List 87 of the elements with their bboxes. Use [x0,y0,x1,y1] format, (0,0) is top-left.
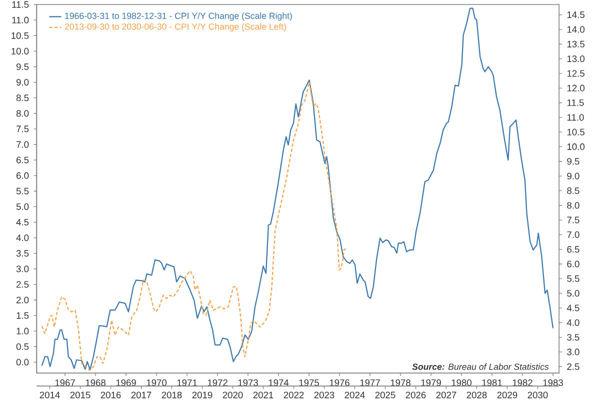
y-tick-label: 3.5 [16,250,29,257]
legend-label: 1966-03-31 to 1982-12-31 - CPI Y/Y Change (Scale Right) [65,12,292,21]
x-tick-label: 1982 [512,379,532,386]
x-tick-label: 1972 [208,379,228,386]
x-tick-label: 1980 [452,379,472,386]
y2-tick-label: 4.0 [566,319,580,326]
y2-tick-label: 9.0 [567,172,580,180]
y2-tick-label: 13.5 [567,40,584,48]
y-tick-label: 4.0 [16,234,29,242]
x-tick-label: 1970 [146,379,167,386]
x-tick-label: 1969 [116,379,136,386]
y2-tick-label: 2.5 [567,363,580,370]
y2-tick-label: 6.5 [567,246,580,253]
y-tick-label: 2.5 [16,281,29,288]
x-tick-label: 1968 [86,379,106,386]
y-tick-label: 9.5 [16,63,29,70]
y2-tick-label: 10.0 [567,143,585,150]
x2-tick-label: 2021 [253,392,274,398]
x2-tick-label: 2027 [436,392,456,398]
x-tick-label: 1974 [268,379,289,386]
y2-tick-label: 10.5 [567,128,584,136]
y2-tick-label: 8.0 [567,202,580,209]
y-tick-label: 11.5 [12,1,29,8]
x2-tick-label: 2015 [70,392,90,398]
y2-tick-label: 14.5 [567,12,584,18]
y-tick-label: 7.0 [16,141,29,148]
y2-tick-label: 3.5 [567,334,580,341]
y-tick-label: 5.5 [16,188,29,194]
y-tick-label: 7.5 [16,126,29,132]
y-tick-label: 3.0 [16,266,29,272]
y2-tick-label: 7.0 [567,231,580,238]
y-tick-label: 0.5 [16,343,29,350]
x-tick-label: 1978 [390,379,410,386]
y-tick-label: 5.0 [16,203,29,210]
x2-tick-label: 2017 [131,392,152,398]
y2-tick-label: 9.5 [567,158,580,165]
x2-tick-label: 2029 [497,392,518,398]
x-tick-label: 1977 [360,379,380,386]
y2-tick-label: 8.5 [567,187,580,194]
x-tick-label: 1971 [177,379,197,386]
x-tick-label: 1979 [421,379,441,386]
y2-tick-label: 12.5 [567,70,584,77]
x-tick-label: 1975 [299,379,319,386]
y-tick-label: 2.0 [16,296,29,304]
y2-tick-label: 7.5 [567,216,580,224]
x2-tick-label: 2020 [222,392,243,398]
x2-tick-label: 2022 [284,392,304,398]
y2-tick-label: 6.0 [567,260,580,268]
x2-tick-label: 2023 [314,392,334,398]
x-tick-label: 1981 [482,379,502,386]
y-tick-label: 11.0 [12,16,29,24]
x2-tick-label: 2025 [375,392,396,398]
x-tick-label: 1967 [55,379,75,386]
y2-tick-label: 14.0 [567,26,585,33]
y-tick-label: 10.5 [12,32,29,39]
x2-tick-label: 2018 [162,392,182,398]
legend-label: 2013-09-30 to 2030-06-30 - CPI Y/Y Change (Scale Left) [64,23,286,32]
y2-tick-label: 4.5 [566,304,580,312]
y2-tick-label: 3.0 [567,348,580,356]
y-tick-label: 10.0 [12,48,29,54]
y-tick-label: 9.0 [16,78,29,86]
y-tick-label: 0.0 [16,358,29,366]
x2-tick-label: 2014 [40,392,60,398]
y2-tick-label: 5.0 [567,290,580,297]
y-tick-label: 8.0 [16,110,29,117]
y-tick-label: 1.0 [16,328,29,334]
y2-tick-label: 11.0 [567,114,584,121]
y-tick-label: 1.5 [16,312,29,319]
x2-tick-label: 2030 [528,392,548,398]
x2-tick-label: 2024 [344,392,365,398]
x-tick-label: 1983 [543,379,563,386]
x-tick-label: 1976 [330,379,350,386]
x2-tick-label: 2026 [406,392,426,398]
line-series [41,8,554,370]
x2-tick-label: 2028 [466,392,487,398]
annotation: Source: Bureau of Labor Statistics [412,363,549,370]
y2-tick-label: 13.0 [567,55,585,62]
y2-tick-label: 5.5 [567,275,580,282]
y-tick-label: 4.5 [16,218,29,226]
x-tick-label: 1973 [238,379,258,386]
x2-tick-label: 2016 [100,392,121,398]
y-tick-label: 6.5 [16,156,29,164]
y2-tick-label: 11.5 [567,99,584,106]
y-tick-label: 8.5 [16,94,29,102]
x2-tick-label: 2019 [192,392,212,398]
y2-tick-label: 12.0 [567,84,585,92]
y-tick-label: 6.0 [16,172,29,179]
